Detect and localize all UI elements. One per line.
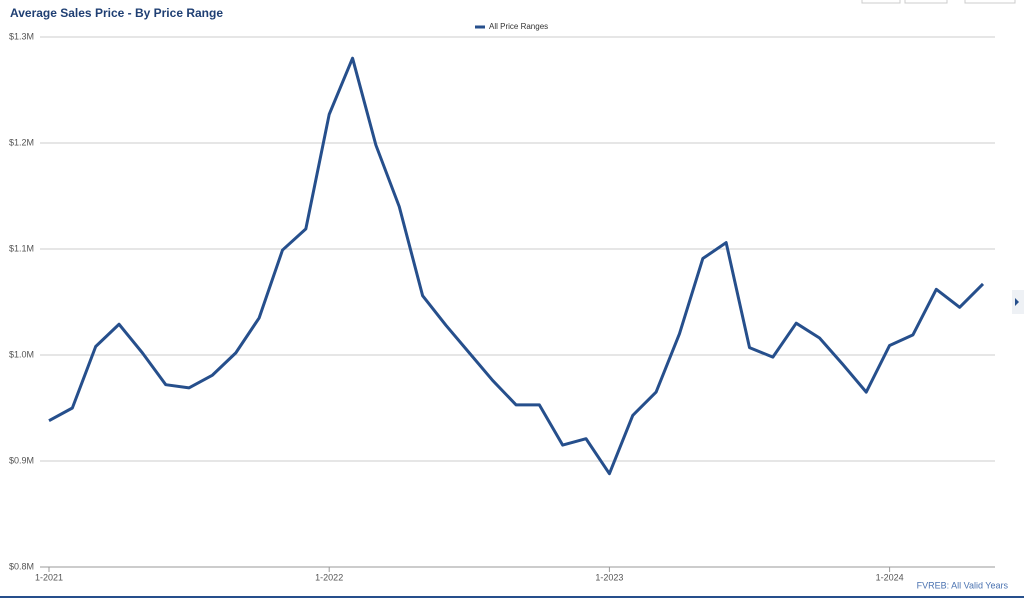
source-note: FVREB: All Valid Years xyxy=(917,580,1009,590)
toolbar-button[interactable] xyxy=(904,0,948,4)
y-tick-label: $1.3M xyxy=(9,31,34,41)
x-tick-label: 1-2023 xyxy=(595,572,623,582)
y-tick-label: $1.0M xyxy=(9,349,34,359)
data-line xyxy=(48,56,985,476)
x-tick-label: 1-2022 xyxy=(315,572,343,582)
x-tick-label: 1-2024 xyxy=(876,572,904,582)
y-tick-label: $0.8M xyxy=(9,561,34,571)
y-tick-label: $0.9M xyxy=(9,455,34,465)
x-tick-label: 1-2021 xyxy=(35,572,63,582)
legend-label: All Price Ranges xyxy=(489,22,548,31)
side-toggle-arrow xyxy=(1015,298,1019,306)
toolbar-button[interactable] xyxy=(861,0,901,4)
toolbar-button[interactable] xyxy=(964,0,1016,4)
y-tick-label: $1.1M xyxy=(9,243,34,253)
y-tick-label: $1.2M xyxy=(9,137,34,147)
chart-title: Average Sales Price - By Price Range xyxy=(10,6,223,20)
